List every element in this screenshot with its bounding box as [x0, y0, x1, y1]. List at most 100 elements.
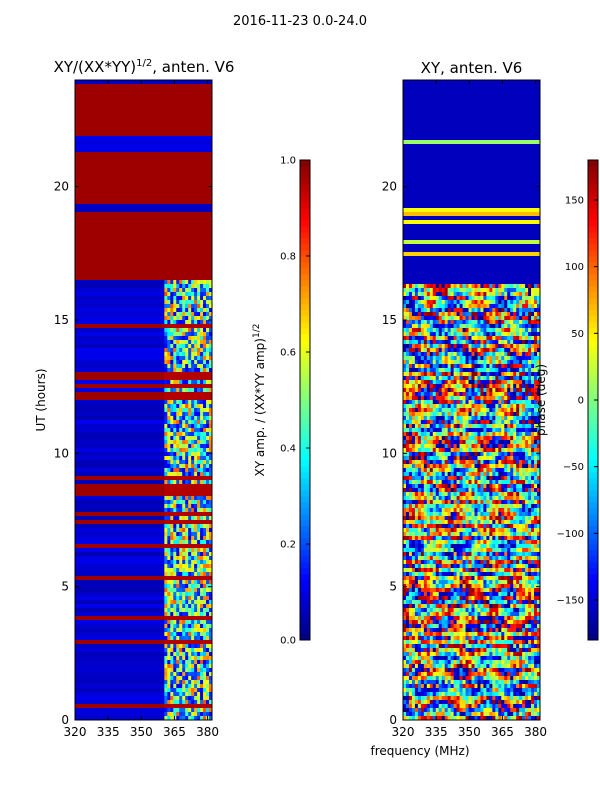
phase-cell	[417, 304, 422, 309]
phase-cell	[498, 372, 502, 377]
phase-cell	[456, 520, 460, 525]
phase-cell	[414, 512, 419, 517]
phase-cell	[417, 380, 422, 385]
amp-cell	[179, 320, 183, 325]
amp-cell	[164, 448, 168, 453]
amp-cell	[191, 688, 195, 693]
amp-row	[75, 84, 212, 89]
amp-cell	[206, 324, 210, 329]
phase-cell	[453, 512, 457, 517]
phase-cell	[531, 340, 535, 345]
amp-cell	[188, 468, 192, 473]
phase-cell	[411, 328, 416, 333]
phase-cell	[531, 296, 535, 301]
phase-cell	[444, 288, 448, 293]
amp-cell	[188, 584, 192, 589]
amp-cell	[170, 428, 174, 433]
phase-cell	[453, 448, 457, 453]
phase-cell	[525, 392, 529, 397]
amp-cell	[203, 544, 207, 549]
phase-cell	[492, 392, 496, 397]
phase-cell	[522, 448, 526, 453]
phase-cell	[525, 316, 529, 321]
phase-cell	[495, 536, 499, 541]
amp-cell	[194, 512, 198, 517]
amp-cell	[182, 608, 186, 613]
phase-cell	[453, 476, 457, 481]
phase-cell	[525, 384, 529, 389]
phase-cell	[432, 300, 437, 305]
phase-cell	[528, 536, 532, 541]
phase-cell	[501, 316, 505, 321]
amp-cell	[194, 372, 198, 377]
phase-cell	[483, 392, 487, 397]
amp-cell	[185, 444, 189, 449]
amp-cell	[203, 356, 207, 361]
phase-cell	[525, 376, 529, 381]
amp-cell	[179, 580, 183, 585]
phase-cell	[414, 312, 419, 317]
amp-cell	[170, 568, 174, 573]
phase-cell	[528, 336, 532, 341]
amp-row	[75, 232, 212, 237]
amp-cell	[167, 488, 171, 493]
phase-cell	[420, 400, 425, 405]
amp-cell	[200, 592, 204, 597]
amp-cell	[179, 488, 183, 493]
phase-cell	[426, 376, 431, 381]
amp-cell	[209, 668, 213, 673]
amp-cell	[197, 628, 201, 633]
phase-cell	[456, 320, 460, 325]
phase-cell	[495, 492, 499, 497]
phase-cell	[495, 420, 499, 425]
phase-cell	[471, 396, 475, 401]
phase-cell	[438, 392, 443, 397]
phase-cell	[403, 460, 407, 465]
amp-cell	[173, 628, 177, 633]
phase-cell	[525, 456, 529, 461]
phase-cell	[525, 536, 529, 541]
amp-cell	[194, 608, 198, 613]
amp-cell	[167, 360, 171, 365]
phase-cell	[507, 396, 511, 401]
amp-cell	[200, 508, 204, 513]
amp-cell	[197, 544, 201, 549]
amp-cell	[167, 436, 171, 441]
phase-cell	[450, 400, 454, 405]
amp-cell	[206, 576, 210, 581]
phase-cell	[489, 496, 493, 501]
amp-cell	[206, 416, 210, 421]
amp-row	[75, 336, 212, 341]
amp-cell	[206, 676, 210, 681]
amp-cell	[200, 412, 204, 417]
phase-cell	[417, 520, 422, 525]
phase-cell	[537, 412, 541, 417]
phase-cell	[480, 284, 484, 289]
phase-cell	[525, 460, 529, 465]
amp-cell	[185, 688, 189, 693]
amp-cell	[167, 392, 171, 397]
amp-cell	[191, 368, 195, 373]
amp-cell	[191, 468, 195, 473]
phase-cell	[411, 544, 416, 549]
phase-cell	[513, 288, 517, 293]
phase-cell	[504, 436, 508, 441]
phase-cell	[426, 540, 431, 545]
amp-cell	[197, 568, 201, 573]
phase-cell	[501, 468, 505, 473]
phase-cell	[408, 312, 413, 317]
phase-cell	[525, 448, 529, 453]
amp-cell	[194, 464, 198, 469]
amp-cell	[179, 596, 183, 601]
amp-cell	[197, 328, 201, 333]
phase-cell	[426, 500, 431, 505]
amp-cell	[185, 552, 189, 557]
phase-cell	[417, 488, 422, 493]
amp-cell	[173, 348, 177, 353]
amp-row	[75, 288, 212, 293]
amp-cell	[179, 688, 183, 693]
phase-cell	[513, 424, 517, 429]
amp-cell	[176, 384, 180, 389]
phase-cell	[525, 400, 529, 405]
amp-row	[75, 420, 212, 425]
